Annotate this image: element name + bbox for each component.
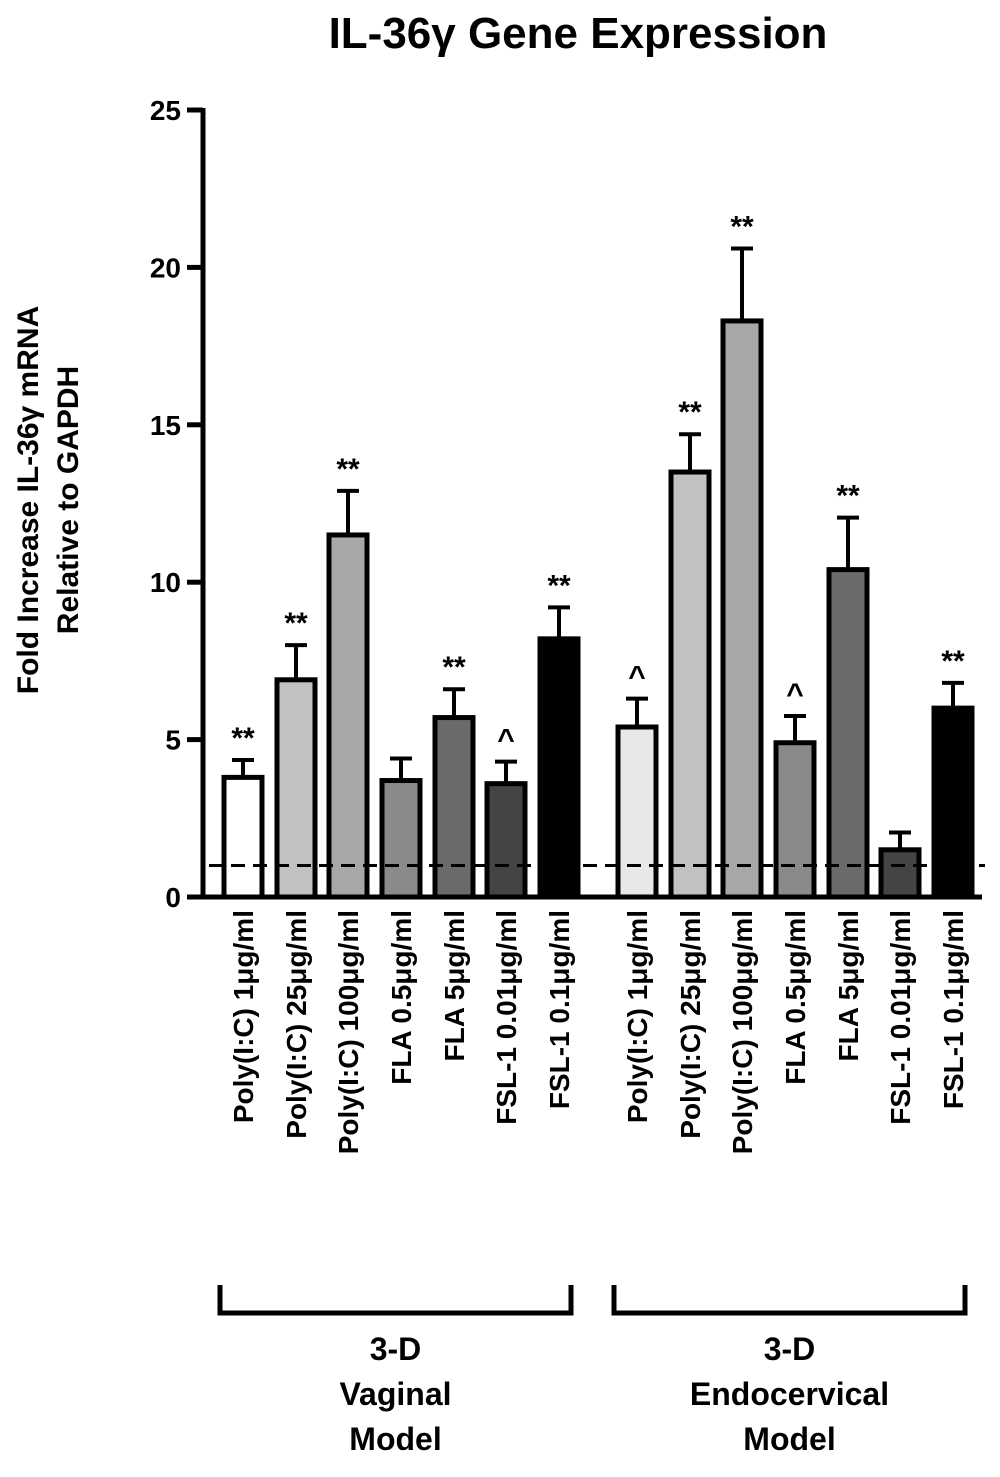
x-tick-label: Poly(I:C) 25μg/ml [675, 910, 706, 1139]
significance-marker: ** [678, 396, 702, 429]
x-tick-label: Poly(I:C) 1μg/ml [622, 910, 653, 1123]
plot-area: 0 5 10 15 20 25 ** Poly(I:C) 1μg/ml ** Poly(I:C) … [150, 95, 985, 1457]
significance-marker: ** [730, 211, 754, 244]
significance-marker: ** [336, 453, 360, 486]
significance-marker: ^ [628, 661, 646, 694]
x-tick-label: Poly(I:C) 100μg/ml [727, 910, 758, 1154]
group-bracket [611, 1285, 968, 1316]
y-tick-label: 0 [165, 882, 181, 913]
bar [326, 532, 370, 900]
y-axis-label-line: Relative to GAPDH [52, 366, 85, 634]
x-tick-label: FSL-1 0.1μg/ml [938, 910, 969, 1109]
x-tick-label: FLA 0.5μg/ml [780, 910, 811, 1085]
bar [537, 636, 581, 900]
significance-marker: ** [547, 569, 571, 602]
significance-marker: ** [284, 607, 308, 640]
y-tick-label: 10 [150, 567, 181, 598]
bar [878, 847, 922, 900]
significance-marker: ^ [497, 724, 515, 757]
group-label-line: Endocervical [690, 1376, 889, 1412]
significance-marker: ^ [786, 678, 804, 711]
y-tick-label: 15 [150, 410, 181, 441]
x-tick-label: FLA 0.5μg/ml [386, 910, 417, 1085]
x-tick-label: FSL-1 0.01μg/ml [491, 910, 522, 1125]
bar [720, 318, 764, 900]
bar [221, 774, 265, 900]
chart-title: IL-36γ Gene Expression [329, 9, 828, 58]
y-tick-label: 5 [165, 725, 181, 756]
y-tick-label: 25 [150, 95, 181, 126]
group-label-line: Model [743, 1421, 835, 1457]
x-tick-label: FSL-1 0.01μg/ml [885, 910, 916, 1125]
y-axis-label: Fold Increase IL-36γ mRNA Relative to GAP… [12, 306, 85, 694]
bar [931, 705, 975, 900]
group-label-line: 3-D [370, 1331, 422, 1367]
x-tick-label: Poly(I:C) 1μg/ml [228, 910, 259, 1123]
group-bracket [217, 1285, 574, 1316]
group-label-line: Vaginal [339, 1376, 451, 1412]
y-tick-label: 20 [150, 252, 181, 283]
bar [826, 567, 870, 900]
bar [274, 677, 318, 900]
group-label-line: 3-D [764, 1331, 816, 1367]
x-tick-label: FLA 5μg/ml [439, 910, 470, 1061]
bar [773, 740, 817, 900]
bar [432, 715, 476, 900]
bar [615, 724, 659, 900]
significance-marker: ** [836, 480, 860, 513]
significance-marker: ** [941, 645, 965, 678]
x-tick-label: Poly(I:C) 25μg/ml [281, 910, 312, 1139]
group-label-line: Model [349, 1421, 441, 1457]
bar [484, 781, 528, 900]
bar [379, 778, 423, 900]
x-tick-label: FSL-1 0.1μg/ml [544, 910, 575, 1109]
x-tick-label: Poly(I:C) 100μg/ml [333, 910, 364, 1154]
significance-marker: ** [442, 651, 466, 684]
y-axis-label-line: Fold Increase IL-36γ mRNA [12, 306, 45, 694]
x-tick-label: FLA 5μg/ml [833, 910, 864, 1061]
bar [668, 469, 712, 900]
significance-marker: ** [231, 722, 255, 755]
